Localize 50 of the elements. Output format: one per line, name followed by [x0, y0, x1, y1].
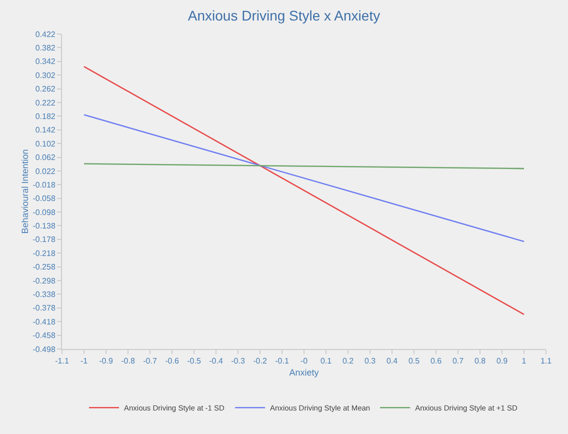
- x-tick-label: -0.8: [121, 356, 136, 366]
- x-tick-label: -1.1: [55, 356, 70, 366]
- y-tick-label: -0.298: [32, 276, 56, 286]
- y-tick-label: -0.418: [32, 317, 56, 326]
- x-tick-label: 0.5: [408, 356, 420, 366]
- y-tick-label: -0.018: [32, 180, 56, 190]
- x-axis-title: Anxiety: [289, 367, 320, 378]
- x-tick-label: -0.2: [253, 356, 268, 366]
- y-tick-label: 0.382: [35, 44, 56, 52]
- x-tick-label: 0.9: [496, 356, 508, 366]
- y-tick-label: 0.062: [35, 153, 56, 162]
- x-tick-label: 1: [522, 356, 527, 366]
- x-tick-label: -0.6: [165, 356, 180, 366]
- y-tick-label: -0.178: [32, 235, 56, 244]
- y-tick-label: -0.138: [32, 222, 56, 231]
- x-tick-label: -0.3: [231, 356, 246, 366]
- y-tick-label: -0.458: [32, 331, 56, 340]
- y-tick-label: 0.262: [35, 84, 56, 94]
- x-tick-label: 0.8: [474, 356, 486, 366]
- y-tick-label: -0.098: [32, 208, 56, 217]
- y-tick-label: -0.378: [32, 304, 56, 313]
- x-tick-label: 0.1: [320, 356, 332, 366]
- y-tick-label: -0.258: [32, 262, 56, 272]
- x-tick-label: 0.2: [342, 356, 354, 366]
- y-tick-label: 0.142: [35, 126, 56, 135]
- x-tick-label: 0.4: [386, 356, 398, 366]
- y-tick-label: 0.302: [35, 70, 56, 80]
- x-tick-label: -0.1: [275, 356, 290, 366]
- x-tick-label: 0.7: [452, 356, 464, 366]
- y-axis-title: Behavioural Intention: [20, 149, 30, 234]
- y-tick-label: 0.422: [35, 30, 56, 39]
- x-tick-label: -0.5: [187, 356, 202, 366]
- x-tick-label: -0.7: [143, 356, 158, 366]
- x-tick-label: -1: [80, 356, 88, 366]
- y-tick-label: -0.338: [32, 290, 56, 300]
- y-tick-label: 0.022: [35, 166, 56, 176]
- x-tick-label: 0.6: [430, 356, 442, 366]
- y-tick-label: 0.342: [35, 57, 56, 66]
- x-tick-label: -0.9: [99, 356, 114, 366]
- y-tick-label: -0.498: [32, 344, 56, 354]
- chart-title: Anxious Driving Style x Anxiety: [188, 8, 380, 24]
- x-tick-label: -0.4: [209, 356, 224, 366]
- x-tick-label: 1.1: [540, 356, 552, 366]
- y-tick-label: 0.222: [35, 98, 56, 108]
- x-tick-label: -0: [300, 356, 308, 366]
- x-tick-label: 0.3: [364, 356, 376, 366]
- y-tick-label: -0.218: [32, 248, 56, 258]
- y-tick-label: 0.182: [35, 112, 56, 121]
- y-tick-label: -0.058: [32, 194, 56, 204]
- y-tick-label: 0.102: [35, 139, 56, 148]
